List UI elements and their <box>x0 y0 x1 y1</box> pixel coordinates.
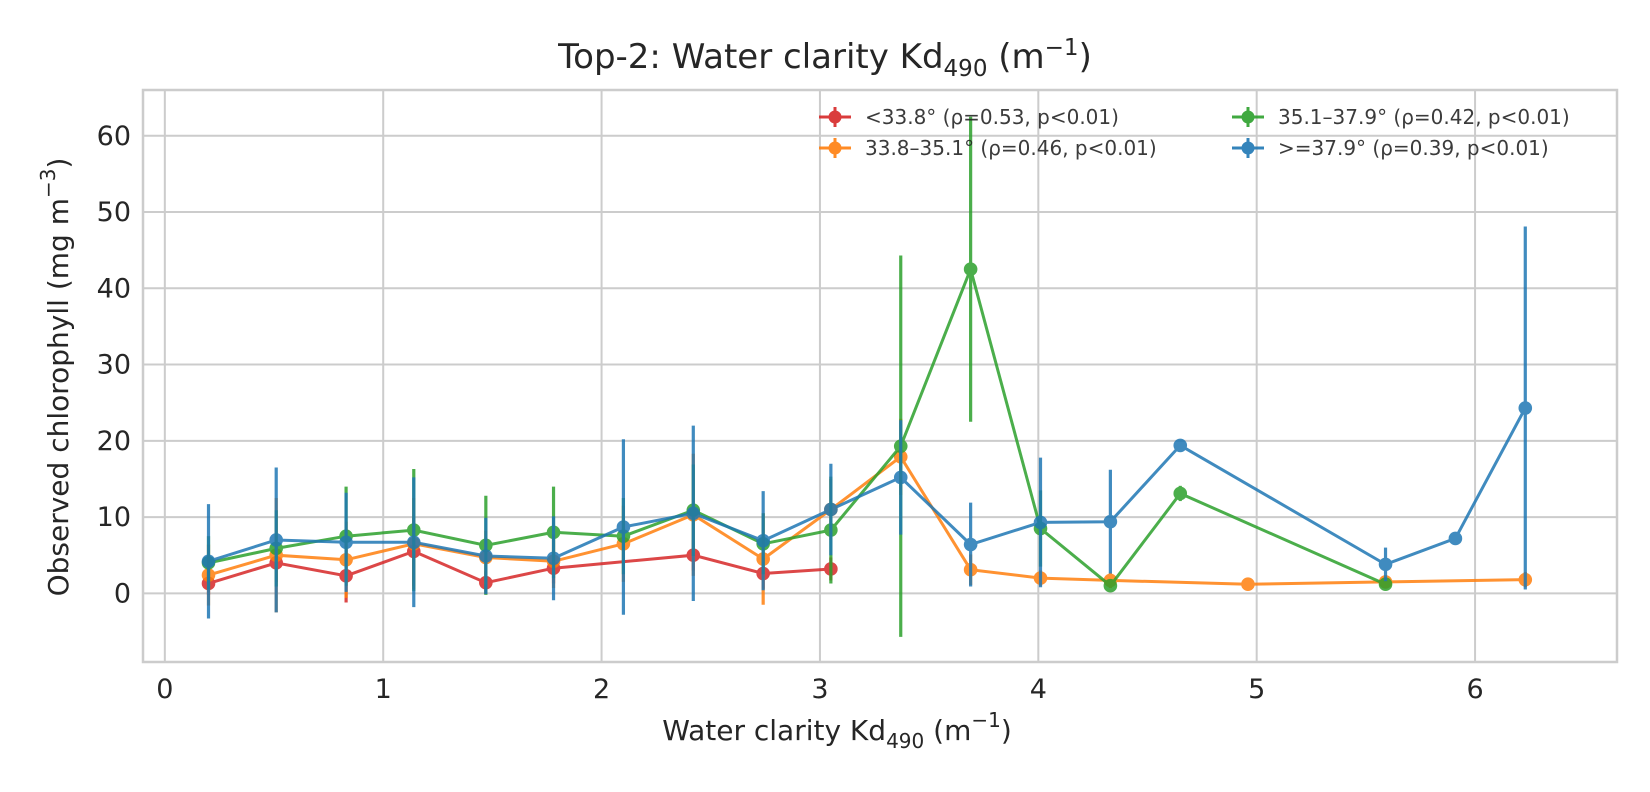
legend-marker <box>828 110 842 124</box>
series-3 <box>201 226 1533 619</box>
data-point <box>1518 401 1533 415</box>
data-point <box>546 551 561 566</box>
data-point <box>1173 438 1188 453</box>
data-point <box>686 506 701 521</box>
data-point <box>1378 557 1393 572</box>
y-tick-label: 30 <box>97 350 131 381</box>
y-tick-label: 50 <box>97 197 131 228</box>
legend-item: 33.8–35.1° (ρ=0.46, p<0.01) <box>819 136 1157 160</box>
x-axis-label: Water clarity Kd490 (m−1) <box>662 708 1012 753</box>
y-axis-label: Observed chlorophyll (mg m−3) <box>36 158 75 597</box>
data-point <box>824 502 838 517</box>
data-point <box>1103 514 1118 529</box>
data-point <box>893 470 908 485</box>
data-point <box>1103 578 1118 593</box>
legend-label: <33.8° (ρ=0.53, p<0.01) <box>865 105 1119 129</box>
data-point <box>1033 515 1048 530</box>
x-tick-label: 2 <box>593 674 610 705</box>
legend-item: <33.8° (ρ=0.53, p<0.01) <box>819 105 1119 129</box>
y-tick-label: 10 <box>97 502 131 533</box>
data-point <box>963 262 978 277</box>
plot-background <box>143 90 1617 662</box>
legend: <33.8° (ρ=0.53, p<0.01) 33.8–35.1° (ρ=0.4… <box>819 105 1570 160</box>
plot-frame <box>141 88 1619 664</box>
legend-marker <box>1241 110 1255 124</box>
data-point <box>479 549 493 563</box>
data-point <box>339 535 353 550</box>
data-point <box>1378 577 1393 592</box>
legend-label: 33.8–35.1° (ρ=0.46, p<0.01) <box>865 136 1157 160</box>
x-tick-label: 6 <box>1466 674 1483 705</box>
x-tick-label: 4 <box>1030 674 1047 705</box>
legend-marker <box>1241 141 1255 155</box>
x-tick-label: 0 <box>156 674 173 705</box>
data-point <box>201 554 216 569</box>
series-line <box>208 407 1527 567</box>
data-point <box>963 537 978 552</box>
legend-item: 35.1–37.9° (ρ=0.42, p<0.01) <box>1232 105 1570 129</box>
legend-marker <box>828 141 842 155</box>
x-tick-label: 1 <box>375 674 392 705</box>
chart-title: Top-2: Water clarity Kd490 (m−1) <box>557 35 1092 82</box>
y-tick-label: 60 <box>97 121 131 152</box>
data-point <box>269 533 284 547</box>
data-point <box>1173 486 1188 501</box>
legend-label: 35.1–37.9° (ρ=0.42, p<0.01) <box>1278 105 1570 129</box>
y-tick-label: 20 <box>97 426 131 457</box>
data-point <box>756 533 770 548</box>
y-tick-label: 40 <box>97 273 131 304</box>
data-point <box>616 520 631 534</box>
legend-label: >=37.9° (ρ=0.39, p<0.01) <box>1278 136 1549 160</box>
x-tick-label: 3 <box>811 674 828 705</box>
data-point <box>1241 577 1255 592</box>
y-tick-label: 0 <box>114 578 131 609</box>
legend-item: >=37.9° (ρ=0.39, p<0.01) <box>1232 136 1549 160</box>
x-tick-label: 5 <box>1248 674 1265 705</box>
data-point <box>1448 531 1463 546</box>
data-point <box>406 535 421 550</box>
